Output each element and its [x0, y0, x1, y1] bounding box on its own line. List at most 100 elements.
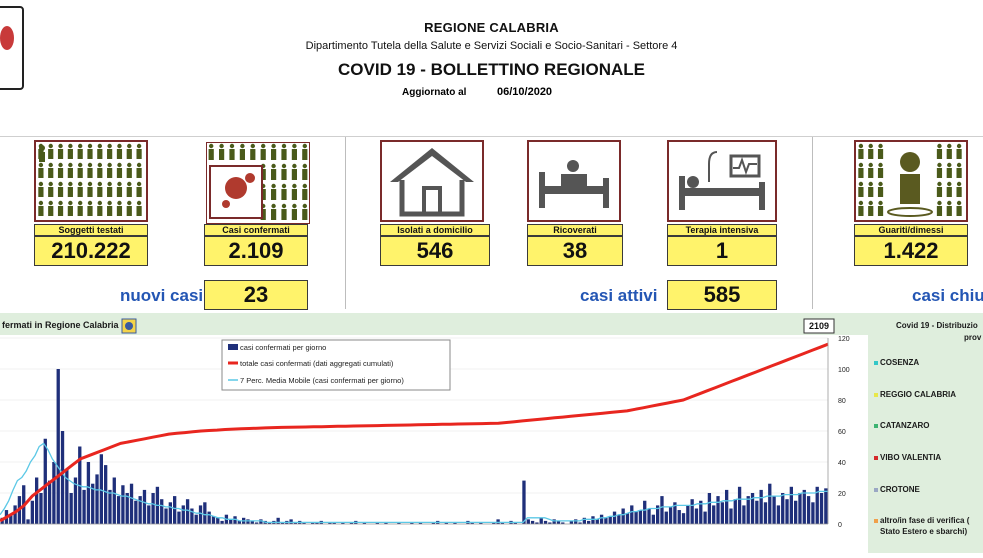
person-figure — [271, 163, 277, 180]
daily-case-bar — [789, 486, 793, 524]
person-figure — [107, 181, 113, 197]
daily-case-bar — [13, 505, 17, 524]
daily-case-bar — [315, 522, 319, 524]
daily-case-bar — [574, 519, 578, 524]
person-figure — [868, 181, 874, 197]
y-tick-label: 120 — [838, 336, 850, 343]
person-figure — [67, 200, 73, 216]
daily-case-bar — [26, 519, 30, 524]
daily-case-bar — [612, 511, 617, 524]
stat-label-recovered: Guariti/dimessi — [854, 224, 968, 236]
person-figure — [126, 200, 132, 216]
person-figure — [38, 162, 44, 178]
person-figure — [67, 162, 73, 178]
person-figure — [48, 143, 54, 159]
recovered-graphic — [858, 143, 962, 217]
stat-label-isolated: Isolati a domicilio — [380, 224, 490, 236]
stat-label-tested: Soggetti testati — [34, 224, 148, 236]
person-figure — [38, 143, 44, 159]
daily-case-bar — [220, 520, 224, 524]
person-figure — [936, 200, 943, 216]
daily-case-bar — [737, 486, 742, 524]
daily-case-bar — [47, 480, 52, 524]
house-graphic — [390, 148, 474, 217]
stat-value-hospitalized: 38 — [527, 236, 623, 266]
daily-case-bar — [9, 514, 13, 524]
person-figure — [858, 143, 864, 159]
daily-case-bar — [785, 499, 789, 524]
daily-case-bar — [781, 493, 785, 524]
people-grid-icon — [34, 140, 148, 222]
active-cases-caption: casi attivi — [580, 286, 658, 305]
daily-case-bar — [690, 499, 694, 524]
daily-case-bar — [56, 369, 60, 524]
stat-value-confirmed: 2.109 — [204, 236, 308, 266]
daily-case-bar — [802, 489, 806, 524]
person-figure — [67, 143, 73, 159]
daily-case-bar — [638, 510, 643, 524]
person-figure — [250, 143, 256, 160]
active-cases-value: 585 — [667, 280, 777, 310]
person-figure — [946, 181, 952, 197]
daily-case-bar — [539, 517, 543, 524]
daily-case-bar — [86, 462, 91, 524]
y-tick-label: 100 — [838, 367, 850, 374]
daily-case-bar — [151, 493, 155, 524]
province-label: CROTONE — [880, 485, 920, 494]
virus-people-graphic — [205, 141, 311, 225]
daily-case-bar — [530, 520, 535, 524]
icu-bed-icon — [667, 140, 777, 222]
other-dot-icon — [874, 518, 878, 523]
chart-title-bar — [0, 313, 868, 335]
daily-case-bar — [776, 505, 781, 524]
person-figure — [877, 143, 884, 159]
person-figure — [946, 162, 952, 178]
person-figure — [97, 181, 103, 197]
person-figure — [126, 143, 132, 159]
daily-case-bar — [362, 522, 367, 524]
daily-case-bar — [746, 496, 750, 524]
daily-case-bar — [750, 493, 755, 524]
daily-case-bar — [207, 511, 211, 524]
daily-case-bar — [349, 522, 354, 524]
daily-case-bar — [246, 519, 250, 524]
person-figure — [936, 181, 943, 197]
daily-case-bar — [134, 500, 138, 524]
daily-case-bar — [276, 517, 280, 524]
daily-case-bar — [552, 519, 556, 524]
daily-case-bar — [595, 519, 599, 524]
person-figure — [87, 200, 93, 216]
daily-case-bar — [686, 505, 690, 524]
person-figure — [77, 143, 83, 159]
chart-title: fermati in Regione Calabria — [2, 320, 120, 330]
person-figure — [136, 143, 142, 159]
daily-case-bar — [729, 508, 733, 524]
new-cases-value: 23 — [204, 280, 308, 310]
person-figure — [858, 162, 864, 178]
person-figure — [271, 203, 277, 220]
daily-case-bar — [181, 505, 185, 524]
daily-case-bar — [104, 465, 108, 524]
province-label: REGGIO CALABRIA — [880, 390, 956, 399]
person-figure — [260, 143, 266, 160]
daily-case-bar — [267, 522, 272, 524]
daily-case-bar — [643, 500, 647, 524]
person-figure — [271, 143, 277, 160]
daily-case-bar — [177, 511, 181, 524]
daily-case-bar — [716, 496, 720, 524]
person-figure — [868, 162, 874, 178]
province-crotone: CROTONE — [874, 485, 920, 494]
person-figure — [271, 183, 277, 200]
daily-case-bar — [681, 513, 686, 524]
stat-value-recovered: 1.422 — [854, 236, 968, 266]
panel-divider-1 — [345, 137, 346, 309]
daily-case-bar — [604, 517, 608, 524]
daily-case-bar — [694, 508, 699, 524]
person-figure — [877, 181, 884, 197]
daily-case-bar — [112, 477, 116, 524]
person-figure — [281, 163, 287, 180]
daily-case-bar — [768, 483, 772, 524]
calabria-crest-icon — [121, 318, 137, 334]
daily-case-bar — [384, 522, 388, 524]
daily-case-bar — [725, 489, 729, 524]
